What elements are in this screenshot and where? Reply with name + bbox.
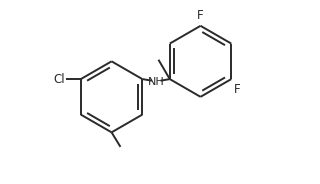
Text: F: F (196, 9, 203, 22)
Text: NH: NH (148, 77, 164, 87)
Text: Cl: Cl (54, 72, 66, 86)
Text: F: F (234, 83, 240, 96)
